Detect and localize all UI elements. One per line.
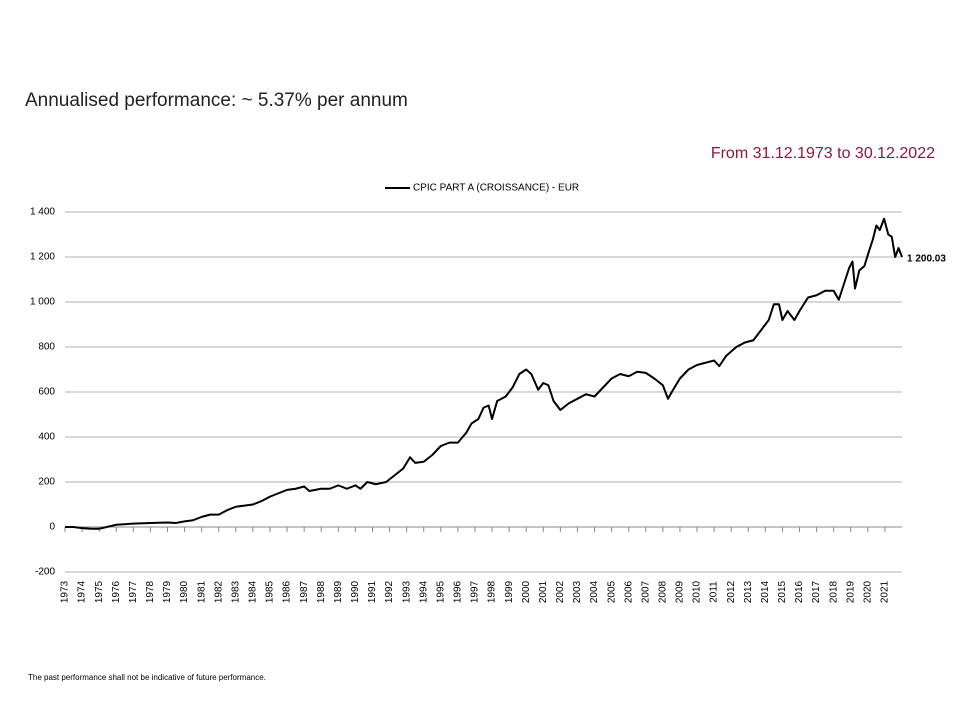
y-tick-label: -200	[35, 567, 55, 578]
x-tick-label: 1980	[179, 580, 190, 603]
x-tick-label: 1990	[350, 580, 361, 603]
y-tick-label: 400	[38, 432, 55, 443]
y-tick-label: 1 000	[30, 297, 55, 308]
x-tick-label: 2011	[709, 581, 720, 603]
x-tick-label: 1974	[77, 580, 88, 603]
x-tick-label: 1998	[487, 580, 498, 603]
x-tick-label: 2005	[606, 580, 617, 603]
x-tick-label: 2006	[623, 580, 634, 603]
x-tick-label: 1975	[94, 580, 105, 603]
x-tick-label: 1979	[162, 580, 173, 603]
x-tick-label: 1984	[248, 580, 259, 603]
chart-subtitle: From 31.12.1973 to 30.12.2022	[711, 145, 935, 162]
x-tick-label: 2015	[777, 580, 788, 603]
x-tick-label: 1995	[435, 580, 446, 603]
x-tick-label: 2000	[521, 580, 532, 603]
x-tick-label: 1994	[418, 580, 429, 603]
x-tick-label: 1983	[230, 580, 241, 603]
x-tick-label: 2012	[726, 580, 737, 603]
x-tick-label: 1992	[384, 580, 395, 603]
y-tick-label: 1 400	[30, 207, 55, 218]
x-tick-label: 2018	[828, 580, 839, 603]
chart-title: Annualised performance: ~ 5.37% per annu…	[25, 90, 408, 111]
x-tick-label: 2010	[692, 580, 703, 603]
x-tick-label: 1985	[265, 580, 276, 603]
x-tick-label: 2001	[538, 580, 549, 603]
x-tick-label: 2003	[572, 580, 583, 603]
x-tick-label: 2002	[555, 580, 566, 603]
x-tick-label: 2004	[589, 580, 600, 603]
x-tick-label: 2008	[657, 580, 668, 603]
x-tick-label: 1973	[60, 580, 71, 603]
x-tick-label: 1981	[196, 580, 207, 603]
x-tick-label: 2019	[845, 580, 856, 603]
x-tick-label: 1988	[316, 580, 327, 603]
legend-label: CPIC PART A (CROISSANCE) - EUR	[413, 183, 579, 194]
y-tick-label: 200	[38, 477, 55, 488]
x-tick-label: 1999	[504, 580, 515, 603]
x-tick-label: 1987	[299, 580, 310, 603]
x-tick-label: 2016	[794, 580, 805, 603]
x-tick-label: 2013	[743, 580, 754, 603]
line-series	[65, 217, 903, 530]
x-tick-label: 1978	[145, 580, 156, 603]
x-tick-label: 1976	[111, 580, 122, 603]
x-tick-label: 2021	[880, 580, 891, 603]
footnote: The past performance shall not be indica…	[28, 673, 266, 682]
x-tick-label: 1997	[470, 580, 481, 603]
end-value-label: 1 200.03	[907, 254, 946, 265]
y-tick-label: 800	[38, 342, 55, 353]
x-tick-label: 1982	[213, 580, 224, 603]
x-tick-label: 2020	[862, 580, 873, 603]
x-tick-label: 1977	[128, 580, 139, 603]
x-tick-label: 1991	[367, 580, 378, 603]
x-tick-label: 1989	[333, 580, 344, 603]
y-tick-label: 600	[38, 387, 55, 398]
x-tick-label: 2014	[760, 580, 771, 603]
y-tick-label: 1 200	[30, 252, 55, 263]
x-tick-label: 2007	[640, 580, 651, 603]
x-tick-label: 1993	[401, 580, 412, 603]
y-tick-label: 0	[49, 522, 55, 533]
x-tick-label: 1996	[453, 580, 464, 603]
x-tick-label: 2009	[675, 580, 686, 603]
x-tick-label: 1986	[282, 580, 293, 603]
x-tick-label: 2017	[811, 580, 822, 603]
